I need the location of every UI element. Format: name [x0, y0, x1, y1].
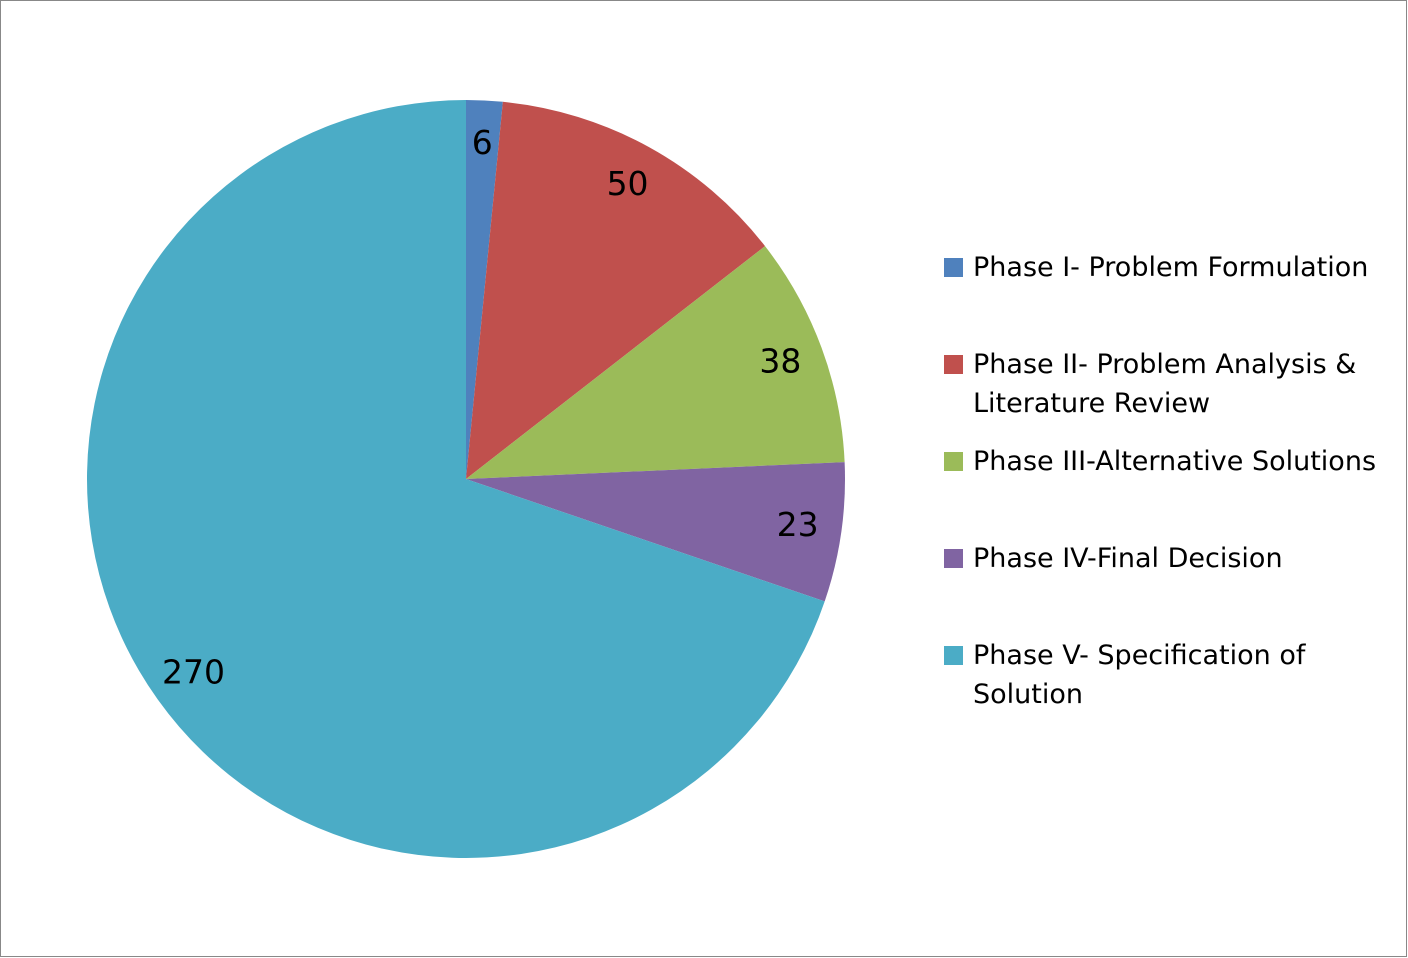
legend-label: Phase IV-Final Decision — [973, 543, 1283, 574]
legend-swatch — [944, 549, 963, 568]
legend-swatch — [944, 258, 963, 277]
data-label: 50 — [607, 164, 649, 203]
legend-label: Phase II- Problem Analysis & Literature … — [973, 349, 1357, 419]
legend-entry: Phase IV-Final Decision — [944, 539, 1383, 578]
pie-slice — [466, 100, 503, 479]
legend: Phase I- Problem Formulation Phase II- Pr… — [944, 248, 1394, 714]
data-label: 38 — [759, 342, 801, 381]
legend-entry: Phase II- Problem Analysis & Literature … — [944, 345, 1383, 423]
data-label: 6 — [472, 123, 493, 162]
legend-label: Phase III-Alternative Solutions — [973, 446, 1377, 477]
legend-entry: Phase III-Alternative Solutions — [944, 442, 1383, 481]
legend-entry: Phase I- Problem Formulation — [944, 248, 1383, 287]
data-label: 270 — [162, 652, 225, 691]
legend-label: Phase V- Specification of Solution — [973, 640, 1306, 710]
data-label: 23 — [777, 505, 819, 544]
pie-slice — [466, 462, 846, 602]
legend-swatch — [944, 355, 963, 374]
pie-slice — [466, 101, 766, 480]
pie-slice — [466, 246, 845, 479]
legend-entry: Phase V- Specification of Solution — [944, 636, 1383, 714]
legend-swatch — [944, 452, 963, 471]
legend-swatch — [944, 646, 963, 665]
legend-label: Phase I- Problem Formulation — [973, 252, 1369, 283]
pie-slice — [87, 100, 825, 858]
